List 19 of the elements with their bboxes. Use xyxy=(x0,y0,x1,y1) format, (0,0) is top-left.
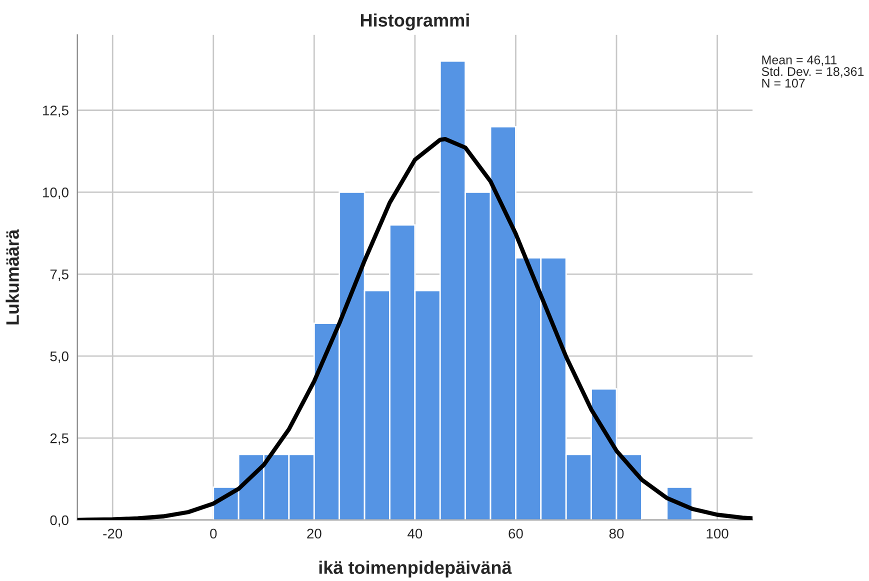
text: Std. Dev. = 18,361 xyxy=(762,66,864,78)
y-tick-label: 5,0 xyxy=(50,351,68,363)
text: Mean = 46,11 xyxy=(762,56,837,66)
x-tick-label: 60 xyxy=(508,528,523,539)
text: N = 107 xyxy=(762,78,805,88)
x-tick-label: 20 xyxy=(307,528,322,539)
x-tick-label: -20 xyxy=(103,528,122,539)
x-tick-label: 100 xyxy=(706,528,728,539)
y-tick-label: 10,0 xyxy=(43,188,68,200)
x-tick-label: 0 xyxy=(210,528,217,539)
y-tick-label: 7,5 xyxy=(50,270,68,281)
y-tick-label: 12,5 xyxy=(43,106,68,118)
x-tick-label: 40 xyxy=(408,528,422,539)
y-tick-label: 0,0 xyxy=(50,515,68,527)
y-tick-label: 2,5 xyxy=(50,433,68,445)
y-axis-title: Lukumäärä xyxy=(6,229,19,324)
x-axis-title: ikä toimenpidepäivänä xyxy=(319,560,512,578)
chart-title: Histogrammi xyxy=(360,13,469,30)
x-tick-label: 80 xyxy=(609,528,624,539)
